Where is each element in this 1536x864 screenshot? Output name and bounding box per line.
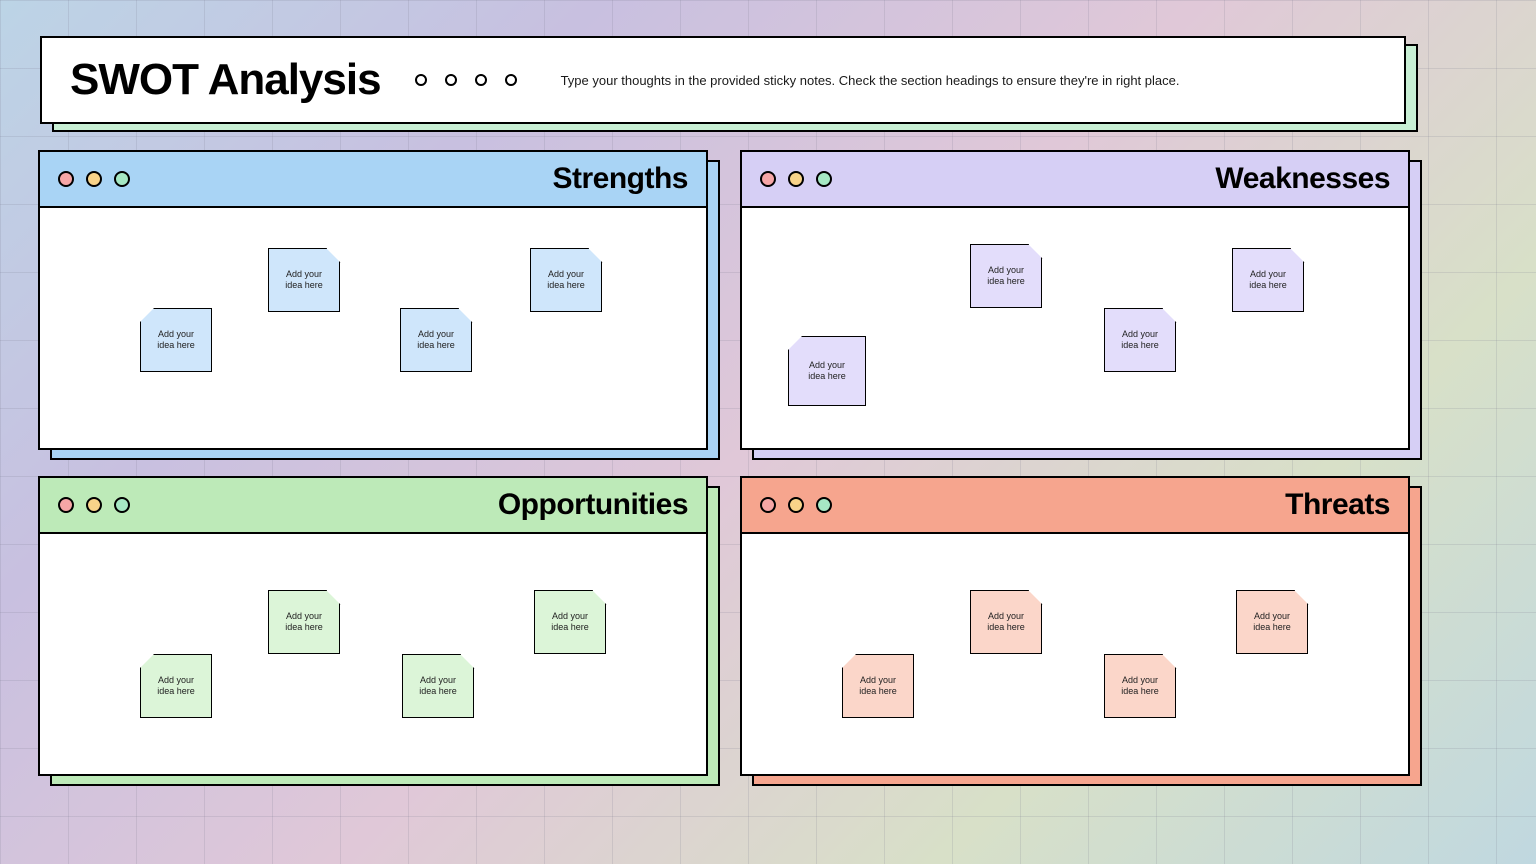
opportunities-panel: OpportunitiesAdd youridea hereAdd yourid… — [38, 476, 708, 776]
close-light-icon — [58, 171, 74, 187]
threats-panel: ThreatsAdd youridea hereAdd youridea her… — [740, 476, 1410, 776]
header-dots — [415, 74, 517, 86]
zoom-light-icon — [816, 171, 832, 187]
zoom-light-icon — [816, 497, 832, 513]
minimize-light-icon — [86, 171, 102, 187]
threats-title: Threats — [1285, 488, 1390, 522]
weaknesses-sticky-note[interactable]: Add youridea here — [1232, 248, 1304, 312]
strengths-sticky-note[interactable]: Add youridea here — [530, 248, 602, 312]
header-dot-icon — [505, 74, 517, 86]
weaknesses-sticky-note[interactable]: Add youridea here — [788, 336, 866, 406]
opportunities-sticky-note[interactable]: Add youridea here — [268, 590, 340, 654]
zoom-light-icon — [114, 171, 130, 187]
close-light-icon — [58, 497, 74, 513]
window-lights — [760, 497, 832, 513]
opportunities-body: Add youridea here Add youridea here Add yo… — [40, 534, 706, 774]
strengths-sticky-note[interactable]: Add youridea here — [268, 248, 340, 312]
strengths-body: Add youridea here Add youridea here Add yo… — [40, 208, 706, 448]
opportunities-sticky-note[interactable]: Add youridea here — [140, 654, 212, 718]
weaknesses-title-bar: Weaknesses — [742, 152, 1408, 208]
close-light-icon — [760, 171, 776, 187]
opportunities-title-bar: Opportunities — [40, 478, 706, 534]
opportunities-sticky-note[interactable]: Add youridea here — [402, 654, 474, 718]
weaknesses-title: Weaknesses — [1215, 162, 1390, 196]
minimize-light-icon — [788, 171, 804, 187]
weaknesses-body: Add youridea here Add youridea here Add yo… — [742, 208, 1408, 448]
threats-sticky-note[interactable]: Add youridea here — [1104, 654, 1176, 718]
strengths-sticky-note[interactable]: Add youridea here — [400, 308, 472, 372]
strengths-title-bar: Strengths — [40, 152, 706, 208]
strengths-panel: StrengthsAdd youridea hereAdd youridea h… — [38, 150, 708, 450]
header-dot-icon — [475, 74, 487, 86]
threats-title-bar: Threats — [742, 478, 1408, 534]
threats-sticky-note[interactable]: Add youridea here — [1236, 590, 1308, 654]
minimize-light-icon — [788, 497, 804, 513]
weaknesses-panel: WeaknessesAdd youridea hereAdd youridea … — [740, 150, 1410, 450]
window-lights — [760, 171, 832, 187]
header-dot-icon — [445, 74, 457, 86]
header-dot-icon — [415, 74, 427, 86]
threats-sticky-note[interactable]: Add youridea here — [970, 590, 1042, 654]
threats-sticky-note[interactable]: Add youridea here — [842, 654, 914, 718]
opportunities-title: Opportunities — [498, 488, 688, 522]
strengths-title: Strengths — [552, 162, 688, 196]
page-title: SWOT Analysis — [42, 55, 381, 105]
threats-body: Add youridea here Add youridea here Add yo… — [742, 534, 1408, 774]
header-panel: SWOT Analysis Type your thoughts in the … — [40, 36, 1406, 124]
window-lights — [58, 497, 130, 513]
swot-canvas: SWOT Analysis Type your thoughts in the … — [0, 0, 1536, 864]
weaknesses-sticky-note[interactable]: Add youridea here — [1104, 308, 1176, 372]
window-lights — [58, 171, 130, 187]
strengths-sticky-note[interactable]: Add youridea here — [140, 308, 212, 372]
weaknesses-sticky-note[interactable]: Add youridea here — [970, 244, 1042, 308]
opportunities-sticky-note[interactable]: Add youridea here — [534, 590, 606, 654]
minimize-light-icon — [86, 497, 102, 513]
header-instruction: Type your thoughts in the provided stick… — [561, 73, 1180, 88]
zoom-light-icon — [114, 497, 130, 513]
close-light-icon — [760, 497, 776, 513]
